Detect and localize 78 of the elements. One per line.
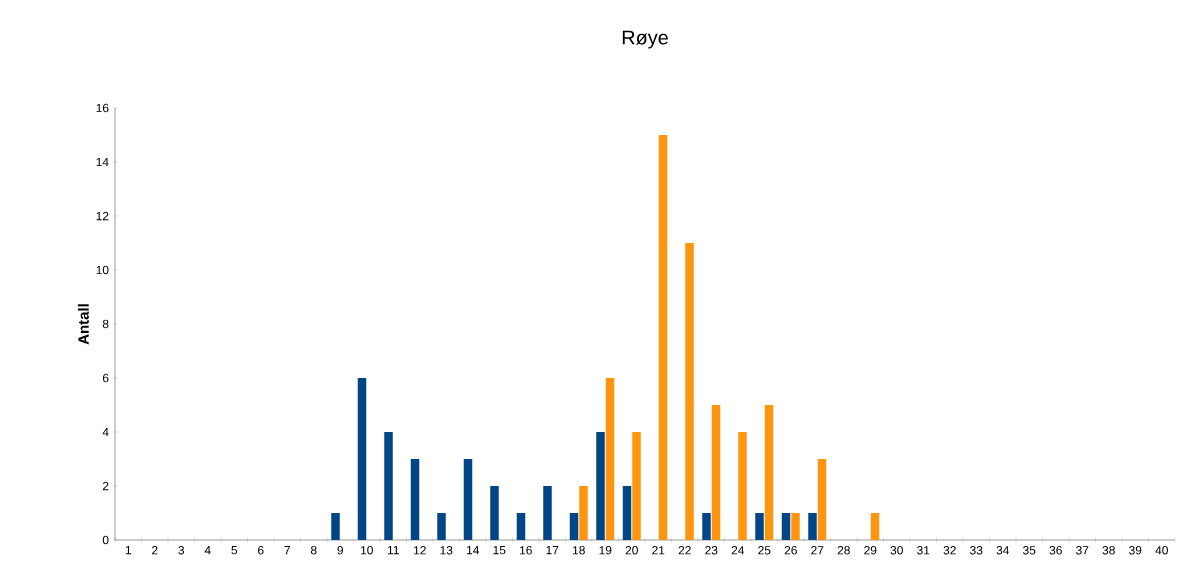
x-tick-label: 10 (361, 546, 373, 555)
x-tick-label: 28 (837, 546, 850, 555)
x-tick-label: 33 (970, 546, 983, 555)
bar (543, 486, 552, 540)
bar (702, 513, 711, 540)
x-tick-label: 2 (152, 546, 158, 555)
x-tick-label: 17 (546, 546, 559, 555)
bar (463, 459, 473, 540)
bar (331, 513, 340, 540)
bar (764, 405, 774, 540)
x-tick-label: 38 (1102, 546, 1115, 555)
bar (870, 513, 880, 540)
bar (685, 243, 694, 540)
x-tick-label: 32 (943, 546, 956, 555)
x-tick-label: 40 (1155, 546, 1168, 555)
x-tick-label: 26 (784, 546, 797, 555)
bar (817, 459, 827, 540)
bar (738, 432, 747, 540)
x-tick-label: 22 (678, 546, 691, 555)
x-tick-label: 34 (996, 546, 1010, 555)
x-tick-label: 16 (520, 546, 532, 555)
y-tick-label: 2 (102, 481, 109, 491)
x-tick-label: 21 (652, 546, 665, 555)
bar (711, 405, 721, 540)
x-tick-label: 19 (599, 546, 612, 555)
x-tick-label: 6 (258, 546, 264, 555)
bar (579, 486, 588, 540)
x-tick-label: 24 (731, 546, 745, 555)
x-tick-label: 31 (917, 546, 930, 555)
x-tick-label: 11 (387, 546, 399, 555)
y-tick-label: 0 (102, 535, 109, 545)
x-tick-label: 7 (284, 546, 290, 555)
bar (622, 486, 632, 540)
bar (437, 513, 446, 540)
x-tick-label: 25 (758, 546, 771, 555)
bar (384, 432, 393, 540)
x-tick-label: 39 (1129, 546, 1142, 555)
y-tick-label: 6 (102, 373, 109, 383)
x-tick-label: 15 (493, 546, 506, 555)
x-tick-label: 12 (414, 546, 426, 555)
y-tick-label: 4 (102, 427, 109, 437)
y-tick-label: 8 (102, 319, 109, 329)
chart-title: Røye (622, 30, 668, 49)
y-tick-label: 10 (96, 265, 109, 275)
x-tick-label: 29 (864, 546, 877, 555)
x-tick-label: 27 (811, 546, 824, 555)
x-tick-label: 5 (231, 546, 238, 555)
bar (658, 135, 668, 540)
bar (808, 513, 817, 540)
x-tick-label: 3 (178, 546, 185, 555)
bar (781, 513, 791, 540)
bar (605, 378, 615, 540)
x-tick-label: 1 (125, 546, 131, 555)
bar (490, 486, 499, 540)
x-tick-label: 20 (625, 546, 638, 555)
bar (516, 513, 526, 540)
bar (791, 513, 800, 540)
x-tick-label: 4 (204, 546, 211, 555)
x-tick-label: 30 (890, 546, 903, 555)
x-tick-label: 35 (1023, 546, 1036, 555)
bar (596, 432, 605, 540)
x-tick-label: 9 (337, 546, 344, 555)
bar (632, 432, 641, 540)
y-axis-title: Antall (77, 304, 89, 345)
x-tick-label: 23 (705, 546, 718, 555)
x-tick-label: 36 (1049, 546, 1062, 555)
x-tick-label: 8 (310, 546, 317, 555)
x-tick-label: 37 (1076, 546, 1089, 555)
bar (357, 378, 367, 540)
x-tick-label: 18 (573, 546, 585, 555)
bar (755, 513, 764, 540)
y-tick-label: 16 (96, 103, 109, 113)
bar (410, 459, 420, 540)
x-tick-label: 13 (440, 546, 453, 555)
y-tick-label: 14 (96, 157, 109, 167)
x-tick-label: 14 (467, 546, 480, 555)
bar (569, 513, 579, 540)
y-tick-label: 12 (96, 211, 109, 221)
